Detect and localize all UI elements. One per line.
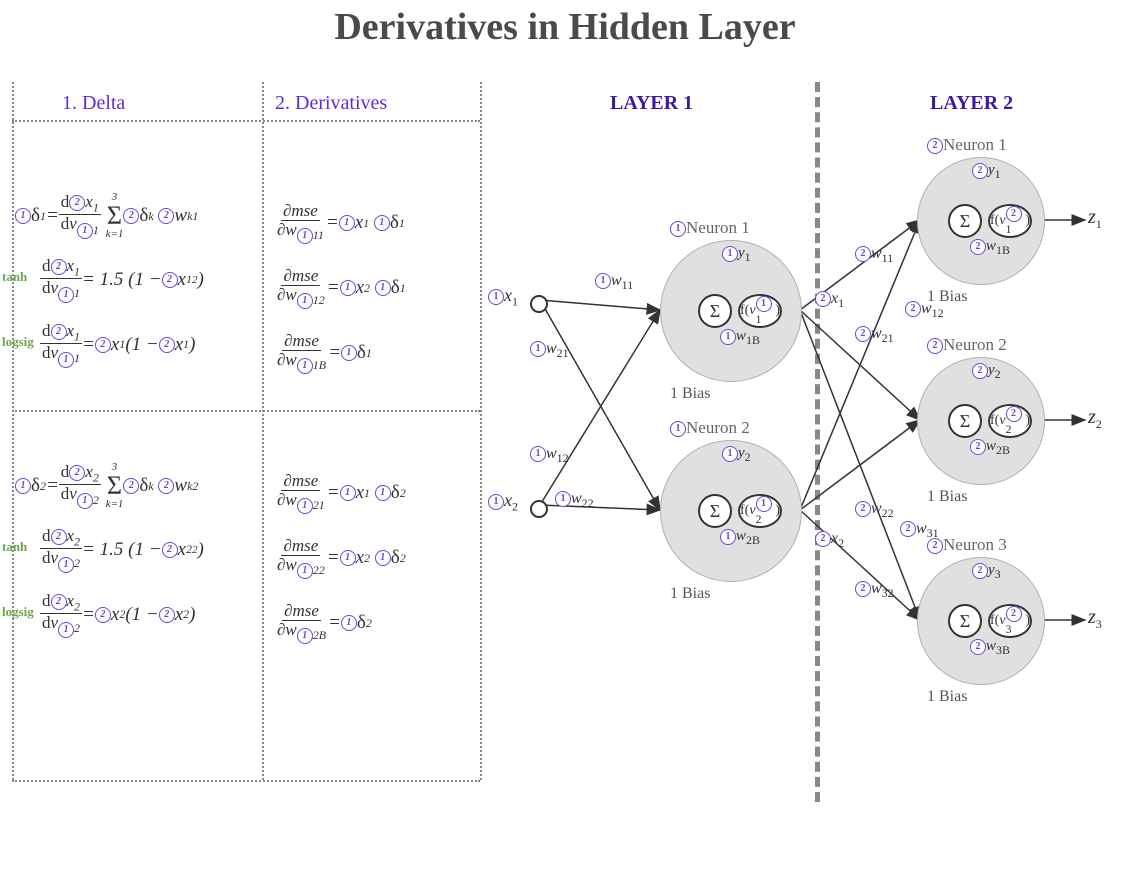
l2-neuron-1-z: z2 bbox=[1088, 406, 1102, 432]
l1-neuron-0-bias: 1 Bias bbox=[670, 385, 710, 403]
l1-output-1: 2x2 bbox=[815, 530, 844, 551]
l2-weight-0: 2w11 bbox=[855, 245, 893, 266]
l2-neuron-0-z: z1 bbox=[1088, 206, 1102, 232]
l2-weight-2: 2w12 bbox=[905, 300, 944, 321]
delta-formula-5: d2x2dv12= 2x2 (1 −2x2) bbox=[40, 592, 195, 638]
l1-neuron-0-sum: Σ bbox=[698, 294, 732, 328]
l2-neuron-1-act: f(v22) bbox=[988, 404, 1032, 438]
l1-neuron-0-label: 1Neuron 1 bbox=[670, 218, 750, 238]
l1-neuron-1-act: f(v12) bbox=[738, 494, 782, 528]
l2-weight-5: 2w32 bbox=[855, 580, 894, 601]
l1-neuron-1-y: 1y2 bbox=[722, 445, 751, 465]
delta-formula-4: d2x2dv12= 1.5 (1 −2x22) bbox=[40, 527, 204, 573]
l2-weight-3: 2w22 bbox=[855, 500, 894, 521]
delta-formula-1: d2x1dv11= 1.5 (1 −2x12) bbox=[40, 257, 204, 303]
activ-label-tanh-1: tanh bbox=[2, 269, 27, 285]
l1-weight-1: 1w21 bbox=[530, 340, 569, 361]
l2-neuron-2-bias-w: 2w3B bbox=[970, 638, 1010, 658]
deriv-formula-4: ∂mse∂w122= 1x2 1δ2 bbox=[275, 537, 410, 579]
l1-neuron-0-bias-w: 1w1B bbox=[720, 328, 760, 348]
l2-neuron-2-y: 2y3 bbox=[972, 562, 1001, 582]
deriv-formula-1: ∂mse∂w112= 1x2 1δ1 bbox=[275, 267, 410, 309]
l1-neuron-0-act: f(v11) bbox=[738, 294, 782, 328]
l1-neuron-1-bias: 1 Bias bbox=[670, 585, 710, 603]
deriv-formula-5: ∂mse∂w12B= 1δ2 bbox=[275, 602, 377, 644]
l2-neuron-1-bias-w: 2w2B bbox=[970, 438, 1010, 458]
l2-neuron-1-y: 2y2 bbox=[972, 362, 1001, 382]
l2-neuron-0-bias-w: 2w1B bbox=[970, 238, 1010, 258]
input-label-0: 1x1 bbox=[488, 285, 518, 310]
l2-neuron-2-label: 2Neuron 3 bbox=[927, 535, 1007, 555]
deriv-formula-0: ∂mse∂w111= 1x1 1δ1 bbox=[275, 202, 410, 244]
l2-neuron-1-bias: 1 Bias bbox=[927, 488, 967, 506]
activ-label-logsig-5: logsig bbox=[2, 604, 34, 620]
input-node-0 bbox=[530, 295, 548, 313]
delta-formula-2: d2x1dv11= 2x1 (1 −2x1) bbox=[40, 322, 195, 368]
l2-neuron-2-bias: 1 Bias bbox=[927, 688, 967, 706]
delta-formula-3: 1δ2 = d2x2dv12 3Σk=12δk 2wk2 bbox=[15, 462, 198, 510]
activ-label-tanh-4: tanh bbox=[2, 539, 27, 555]
l2-neuron-2-act: f(v23) bbox=[988, 604, 1032, 638]
l2-neuron-0-label: 2Neuron 1 bbox=[927, 135, 1007, 155]
l1-weight-0: 1w11 bbox=[595, 272, 633, 293]
l1-neuron-1-sum: Σ bbox=[698, 494, 732, 528]
input-node-1 bbox=[530, 500, 548, 518]
l1-neuron-0-y: 1y1 bbox=[722, 245, 751, 265]
l2-neuron-2-z: z3 bbox=[1088, 606, 1102, 632]
activ-label-logsig-2: logsig bbox=[2, 334, 34, 350]
deriv-formula-2: ∂mse∂w11B= 1δ1 bbox=[275, 332, 377, 374]
deriv-formula-3: ∂mse∂w121= 1x1 1δ2 bbox=[275, 472, 410, 514]
l2-neuron-2-sum: Σ bbox=[948, 604, 982, 638]
l1-weight-3: 1w22 bbox=[555, 490, 594, 511]
l2-neuron-1-label: 2Neuron 2 bbox=[927, 335, 1007, 355]
input-label-1: 1x2 bbox=[488, 490, 518, 515]
l2-weight-1: 2w21 bbox=[855, 325, 894, 346]
l2-neuron-0-sum: Σ bbox=[948, 204, 982, 238]
l1-output-0: 2x1 bbox=[815, 290, 844, 311]
l1-weight-2: 1w12 bbox=[530, 445, 569, 466]
l1-neuron-1-label: 1Neuron 2 bbox=[670, 418, 750, 438]
l2-neuron-1-sum: Σ bbox=[948, 404, 982, 438]
l2-neuron-0-y: 2y1 bbox=[972, 162, 1001, 182]
l1-neuron-1-bias-w: 1w2B bbox=[720, 528, 760, 548]
delta-formula-0: 1δ1 = d2x1dv11 3Σk=12δk 2wk1 bbox=[15, 192, 198, 240]
l2-neuron-0-act: f(v21) bbox=[988, 204, 1032, 238]
l2-weight-4: 2w31 bbox=[900, 520, 939, 541]
